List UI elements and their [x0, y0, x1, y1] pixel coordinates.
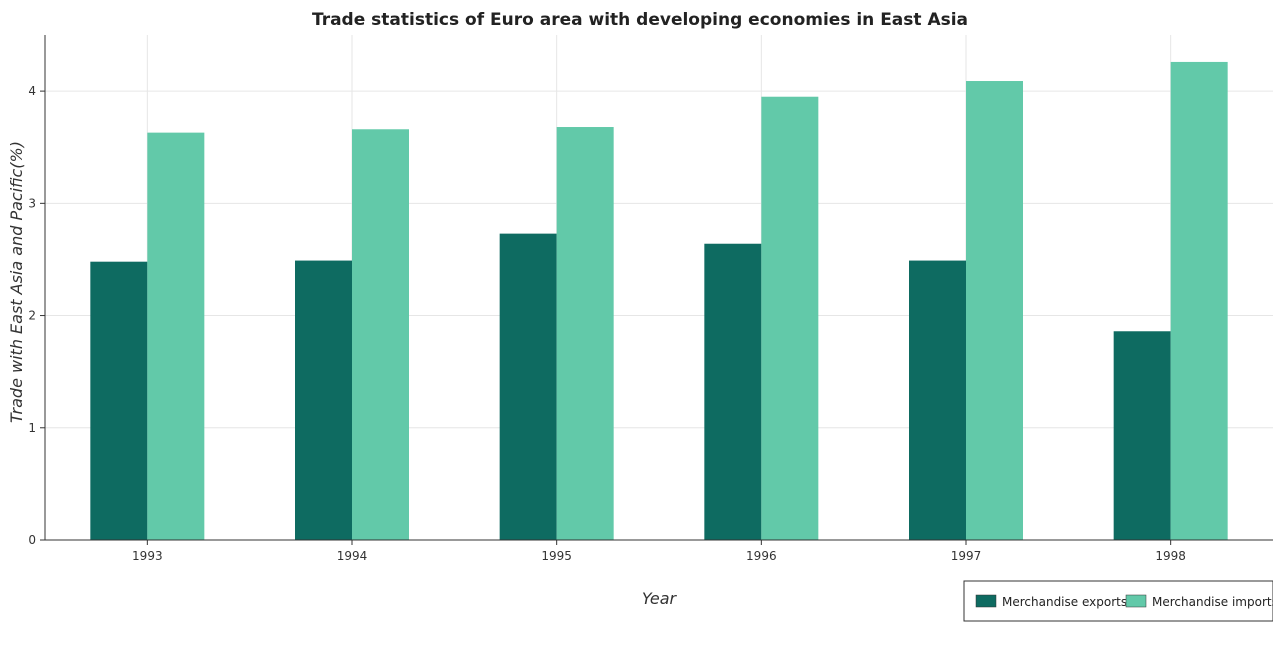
bar-exports-1997 — [909, 260, 966, 540]
x-tick-label: 1993 — [132, 549, 163, 563]
legend-label-0: Merchandise exports — [1002, 595, 1127, 609]
legend-swatch-1 — [1125, 594, 1147, 608]
y-tick-label: 2 — [28, 309, 36, 323]
x-tick-label: 1996 — [746, 549, 777, 563]
bar-imports-1996 — [761, 96, 819, 540]
bar-imports-1997 — [966, 81, 1023, 540]
bars — [90, 61, 1228, 541]
bar-exports-1996 — [704, 243, 762, 540]
bar-exports-1998 — [1113, 331, 1171, 540]
bar-imports-1995 — [556, 127, 614, 541]
legend: Merchandise exports Merchandise imports — [963, 580, 1273, 622]
x-tick-label: 1995 — [541, 549, 572, 563]
bar-exports-1995 — [499, 233, 557, 540]
y-tick-label: 0 — [28, 533, 36, 547]
chart-title: Trade statistics of Euro area with devel… — [312, 10, 968, 30]
bar-imports-1994 — [352, 129, 409, 540]
y-tick-label: 1 — [28, 421, 36, 435]
bar-exports-1994 — [295, 260, 352, 540]
gridlines — [45, 35, 1273, 541]
x-axis: 1993 1994 1995 1996 1997 1998 — [45, 539, 1273, 563]
y-tick-label: 3 — [28, 196, 36, 210]
legend-box — [963, 580, 1273, 622]
bar-exports-1993 — [90, 261, 148, 540]
legend-swatch-0 — [975, 594, 997, 608]
bar-imports-1993 — [147, 132, 205, 540]
x-axis-label: Year — [642, 589, 678, 608]
y-axis: 0 1 2 3 4 — [28, 35, 46, 547]
x-tick-label: 1994 — [337, 549, 368, 563]
y-tick-label: 4 — [28, 84, 36, 98]
legend-label-1: Merchandise imports — [1152, 595, 1273, 609]
y-axis-label: Trade with East Asia and Pacific(%) — [7, 141, 26, 423]
bar-imports-1998 — [1170, 61, 1228, 540]
x-tick-label: 1998 — [1155, 549, 1186, 563]
x-tick-label: 1997 — [951, 549, 982, 563]
